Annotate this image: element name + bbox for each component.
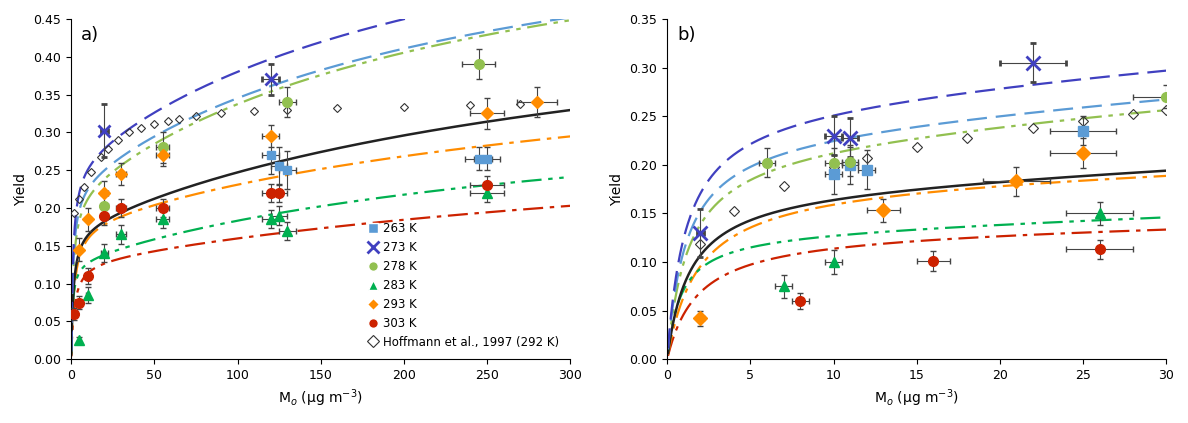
X-axis label: M$_o$ (μg m$^{-3}$): M$_o$ (μg m$^{-3}$) [278,387,364,409]
X-axis label: M$_o$ (μg m$^{-3}$): M$_o$ (μg m$^{-3}$) [874,387,959,409]
Legend: 263 K, 273 K, 278 K, 283 K, 293 K, 303 K, Hoffmann et al., 1997 (292 K): 263 K, 273 K, 278 K, 283 K, 293 K, 303 K… [362,217,564,353]
Text: b): b) [677,26,696,44]
Text: a): a) [81,26,100,44]
Y-axis label: Yield: Yield [609,173,624,206]
Y-axis label: Yield: Yield [14,173,27,206]
